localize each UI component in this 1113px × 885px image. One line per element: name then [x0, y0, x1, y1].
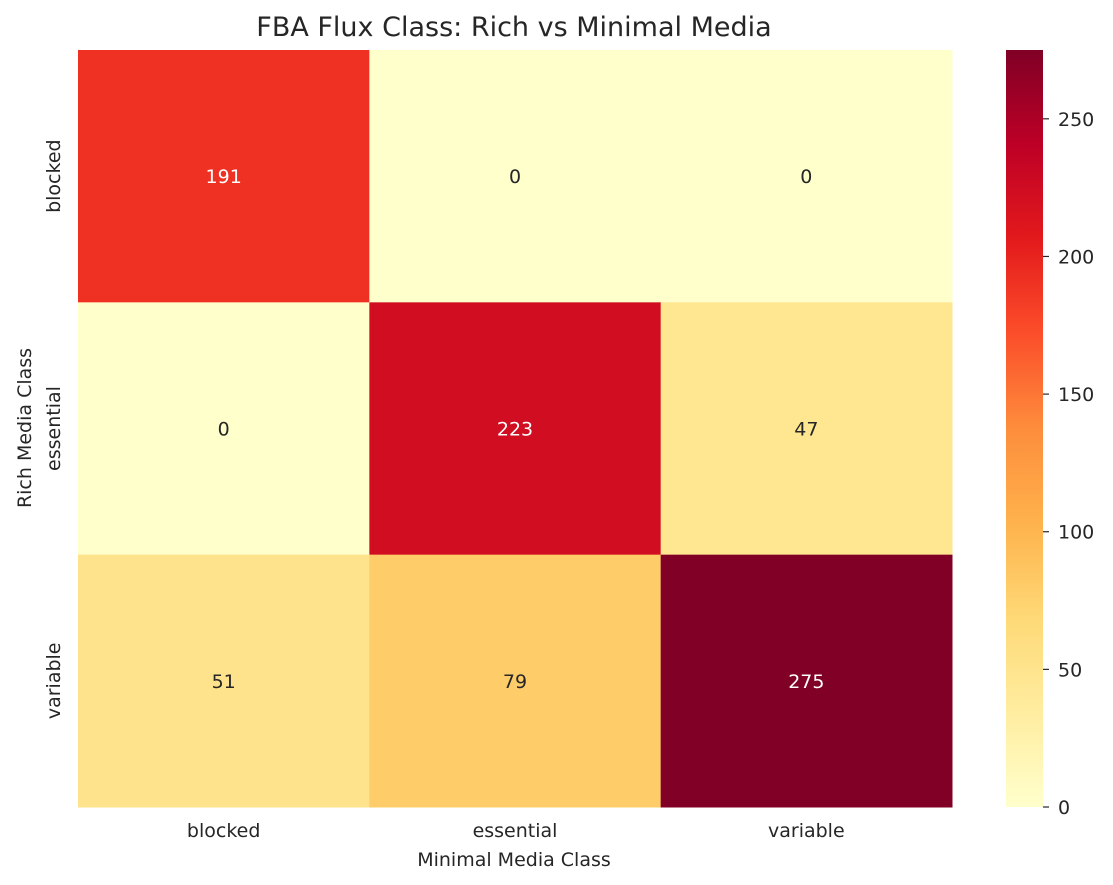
cell-value-label: 0	[800, 166, 812, 188]
colorbar-tick-label: 150	[1058, 384, 1094, 406]
cell-value-label: 275	[788, 671, 824, 693]
heatmap-cell	[369, 554, 662, 808]
cell-value-label: 223	[497, 419, 533, 441]
cell-value-label: 0	[218, 419, 230, 441]
colorbar-ticks: 0 50 100 150 200 250	[1043, 109, 1094, 819]
cell-value-label: 191	[206, 166, 242, 188]
y-tick-labels: blocked essential variable	[43, 139, 65, 719]
heatmap-cell	[660, 50, 953, 303]
heatmap-cell	[78, 554, 370, 808]
heatmap-cell	[660, 554, 953, 808]
heatmap-cell	[369, 302, 662, 556]
colorbar-tick-label: 200	[1058, 246, 1094, 268]
heatmap-cell	[369, 50, 662, 303]
x-tick-label: variable	[768, 820, 845, 842]
x-axis-label: Minimal Media Class	[417, 849, 611, 871]
heatmap-cell	[78, 302, 370, 556]
colorbar	[1006, 50, 1043, 807]
colorbar-tick-label: 0	[1058, 797, 1070, 819]
cell-value-label: 79	[503, 671, 527, 693]
x-tick-label: essential	[473, 820, 558, 842]
cell-value-label: 0	[509, 166, 521, 188]
cell-value-label: 47	[794, 419, 818, 441]
colorbar-tick-label: 50	[1058, 659, 1082, 681]
y-tick-label: blocked	[43, 139, 65, 213]
chart-title: FBA Flux Class: Rich vs Minimal Media	[256, 12, 771, 43]
cell-value-label: 51	[212, 671, 236, 693]
x-tick-labels: blocked essential variable	[187, 820, 845, 842]
heatmap-cell	[660, 302, 953, 556]
heatmap-cell	[78, 50, 370, 303]
colorbar-tick-label: 100	[1058, 522, 1094, 544]
heatmap-cells	[78, 50, 953, 808]
y-axis-label: Rich Media Class	[14, 348, 36, 508]
y-tick-label: variable	[43, 643, 65, 720]
y-tick-label: essential	[43, 386, 65, 471]
cell-annotations: 191 0 0 0 223 47 51 79 275	[206, 166, 825, 693]
x-tick-label: blocked	[187, 820, 261, 842]
colorbar-tick-label: 250	[1058, 109, 1094, 131]
